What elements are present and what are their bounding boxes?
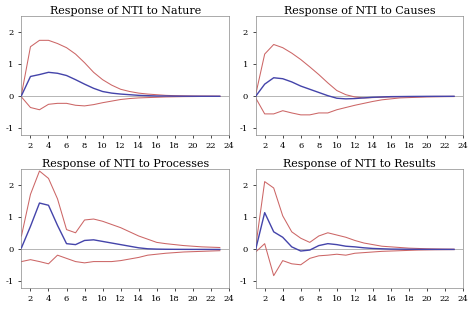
Title: Response of NTI to Processes: Response of NTI to Processes [42,159,209,169]
Title: Response of NTI to Causes: Response of NTI to Causes [283,6,435,15]
Title: Response of NTI to Results: Response of NTI to Results [283,159,436,169]
Title: Response of NTI to Nature: Response of NTI to Nature [49,6,201,15]
